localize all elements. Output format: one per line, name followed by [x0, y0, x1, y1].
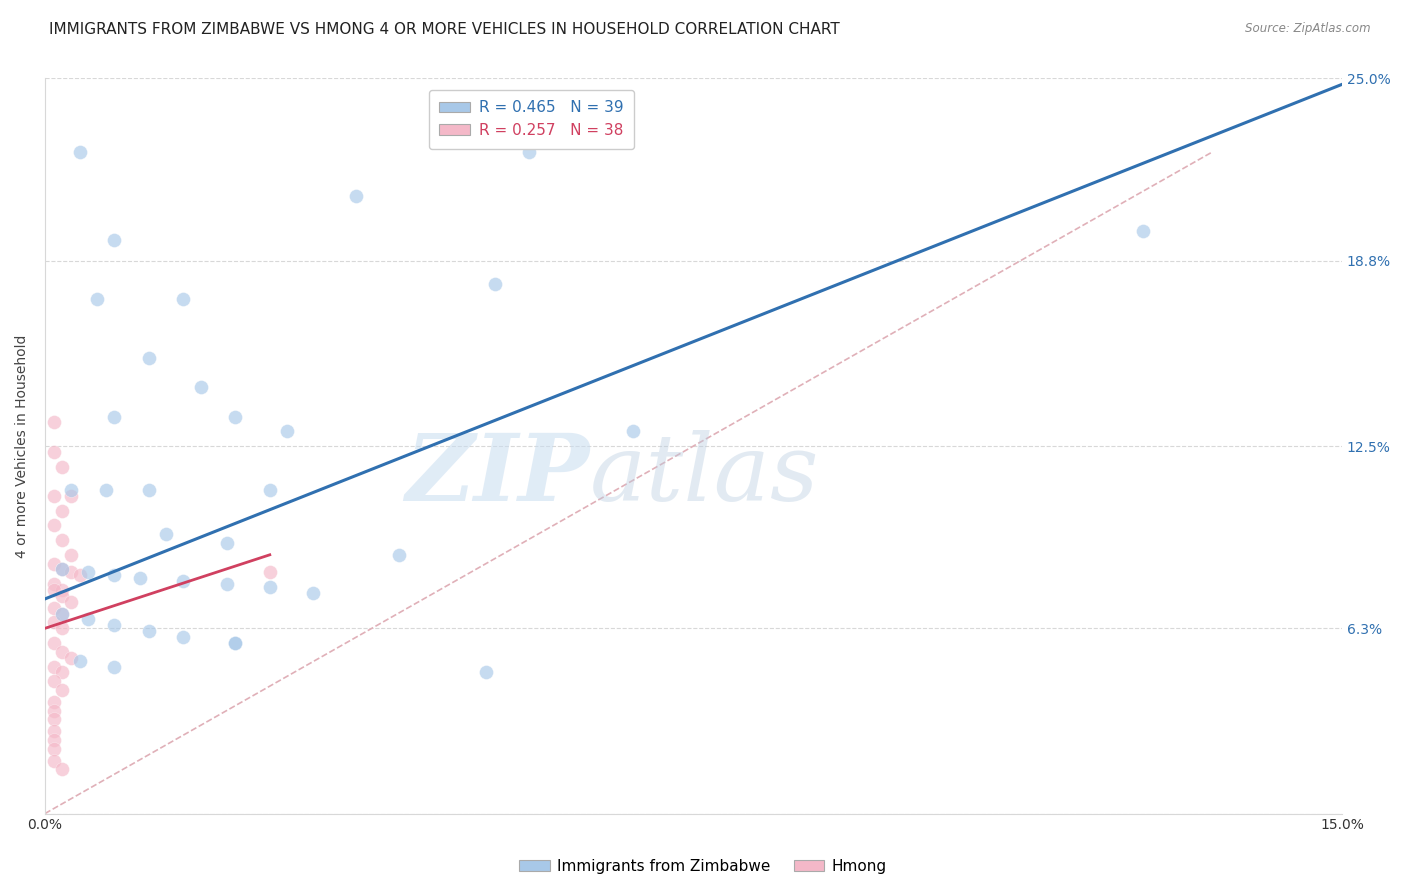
Point [388, 548, 411, 562]
Point [42, 489, 65, 503]
Point [51, 583, 73, 598]
Point [215, 536, 238, 550]
Point [517, 145, 540, 159]
Point [621, 425, 644, 439]
Point [59, 595, 82, 609]
Point [259, 580, 281, 594]
Point [129, 571, 152, 585]
Point [51, 607, 73, 621]
Point [138, 483, 160, 497]
Point [51, 621, 73, 635]
Text: Source: ZipAtlas.com: Source: ZipAtlas.com [1246, 22, 1371, 36]
Point [42, 615, 65, 630]
Point [51, 607, 73, 621]
Text: atlas: atlas [589, 431, 820, 520]
Point [59, 650, 82, 665]
Point [1132, 224, 1154, 238]
Point [51, 645, 73, 659]
Point [172, 292, 194, 306]
Point [42, 742, 65, 756]
Point [259, 483, 281, 497]
Point [51, 562, 73, 576]
Point [42, 600, 65, 615]
Point [69, 568, 91, 582]
Text: ZIP: ZIP [405, 431, 589, 520]
Point [302, 586, 325, 600]
Point [103, 409, 125, 424]
Point [42, 754, 65, 768]
Point [59, 483, 82, 497]
Point [51, 459, 73, 474]
Point [42, 518, 65, 533]
Point [51, 683, 73, 698]
Point [51, 533, 73, 547]
Point [42, 557, 65, 571]
Point [103, 568, 125, 582]
Point [259, 566, 281, 580]
Point [224, 636, 246, 650]
Point [59, 566, 82, 580]
Point [42, 695, 65, 709]
Point [86, 292, 108, 306]
Point [138, 351, 160, 365]
Point [42, 445, 65, 459]
Point [42, 583, 65, 598]
Point [42, 724, 65, 739]
Point [51, 504, 73, 518]
Point [77, 566, 100, 580]
Point [51, 562, 73, 576]
Point [42, 733, 65, 747]
Point [69, 145, 91, 159]
Point [138, 624, 160, 639]
Legend: Immigrants from Zimbabwe, Hmong: Immigrants from Zimbabwe, Hmong [513, 853, 893, 880]
Point [42, 704, 65, 718]
Point [59, 489, 82, 503]
Point [215, 577, 238, 591]
Point [51, 665, 73, 680]
Point [344, 189, 367, 203]
Legend: R = 0.465   N = 39, R = 0.257   N = 38: R = 0.465 N = 39, R = 0.257 N = 38 [429, 90, 634, 149]
Point [103, 233, 125, 247]
Point [276, 425, 298, 439]
Point [475, 665, 498, 680]
Point [224, 409, 246, 424]
Text: IMMIGRANTS FROM ZIMBABWE VS HMONG 4 OR MORE VEHICLES IN HOUSEHOLD CORRELATION CH: IMMIGRANTS FROM ZIMBABWE VS HMONG 4 OR M… [49, 22, 839, 37]
Point [42, 659, 65, 673]
Y-axis label: 4 or more Vehicles in Household: 4 or more Vehicles in Household [15, 334, 30, 558]
Point [155, 527, 177, 541]
Point [77, 612, 100, 626]
Point [59, 548, 82, 562]
Point [42, 674, 65, 689]
Point [224, 636, 246, 650]
Point [69, 654, 91, 668]
Point [42, 713, 65, 727]
Point [51, 763, 73, 777]
Point [172, 630, 194, 644]
Point [103, 659, 125, 673]
Point [51, 589, 73, 603]
Point [42, 416, 65, 430]
Point [103, 618, 125, 632]
Point [484, 277, 506, 292]
Point [42, 636, 65, 650]
Point [94, 483, 117, 497]
Point [172, 574, 194, 589]
Point [42, 577, 65, 591]
Point [190, 380, 212, 394]
